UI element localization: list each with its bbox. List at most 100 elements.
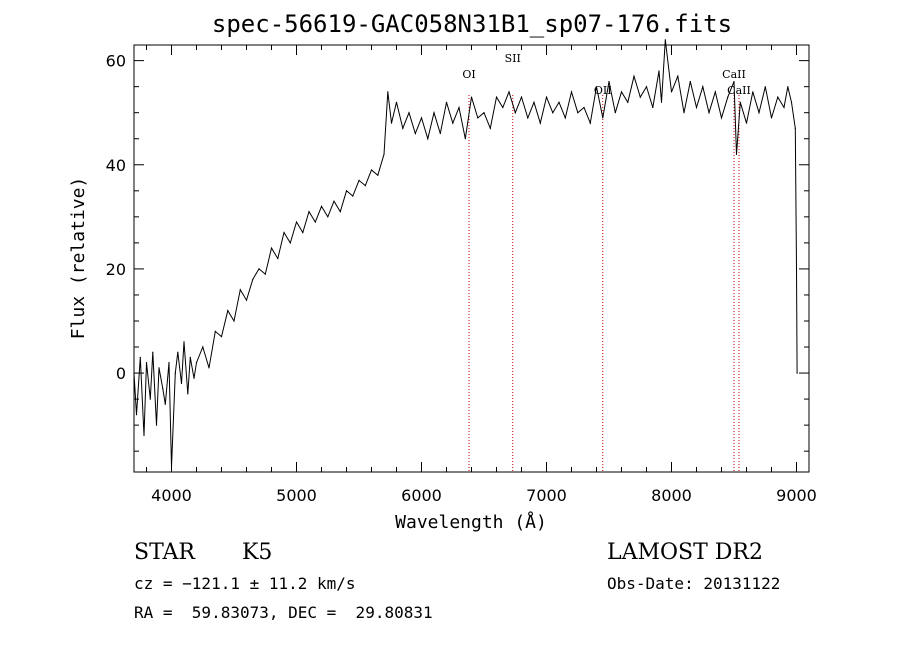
spectrum-point — [539, 122, 541, 124]
spectrum-point — [239, 289, 241, 291]
spectrum-point — [302, 231, 304, 234]
spectrum-point — [327, 216, 329, 218]
spectrum-point — [383, 153, 385, 155]
spectrum-point — [143, 434, 145, 437]
line-marker-label-2: OII — [594, 84, 612, 97]
spectrum-point — [735, 153, 738, 155]
spectrum-point — [162, 388, 164, 390]
spectrum-point — [702, 86, 704, 88]
spectrum-point — [677, 75, 679, 77]
spectrum-point — [564, 117, 566, 119]
spectrum-point — [683, 112, 685, 114]
spectrum-point — [145, 362, 148, 364]
spectrum-point — [377, 174, 379, 176]
spectrum-point — [339, 211, 341, 213]
spectrum-point — [720, 117, 723, 119]
spectrum-point — [483, 112, 485, 114]
spectrum-point — [264, 273, 266, 275]
spectrum-point — [645, 86, 648, 88]
spectrum-point — [193, 377, 195, 379]
spectrum-point — [458, 106, 460, 109]
spectrum-point — [727, 96, 729, 98]
spectrum-point — [202, 346, 204, 348]
y-tick-label: 60 — [106, 52, 126, 71]
spectrum-point — [433, 112, 435, 114]
spectrum-point — [633, 75, 635, 77]
spectrum-point — [658, 70, 660, 72]
spectrum-point — [790, 101, 793, 103]
spectrum-point — [787, 86, 789, 88]
spectrum-point — [195, 362, 198, 364]
line-marker-label-0: OI — [462, 68, 475, 81]
spectrum-point — [495, 96, 498, 98]
ra-dec-coordinates: RA = 59.83073, DEC = 29.80831 — [134, 603, 433, 622]
spectrum-point — [533, 101, 535, 103]
spectrum-point — [387, 91, 389, 93]
spectrum-point — [477, 117, 479, 119]
spectrum-point — [174, 372, 176, 374]
spectrum-point — [745, 122, 748, 124]
annotation-layer: OI SII OII CaII CaII — [462, 52, 751, 472]
spectrum-point — [752, 91, 754, 93]
spectrum-point — [358, 179, 360, 181]
spectrum-point — [345, 190, 348, 192]
spectrum-point — [270, 247, 273, 249]
spectrum-point — [470, 96, 473, 98]
object-subclass: K5 — [242, 540, 273, 565]
spectrum-point — [502, 106, 504, 109]
x-tick-label: 7000 — [526, 486, 567, 505]
spectrum-point — [177, 351, 179, 353]
y-tick-label: 0 — [116, 364, 126, 383]
x-tick-label: 6000 — [401, 486, 442, 505]
spectrum-point — [289, 242, 291, 244]
x-tick-label: 5000 — [276, 486, 317, 505]
x-tick-label: 4000 — [151, 486, 192, 505]
spectrum-point — [583, 106, 585, 109]
spectrum-point — [370, 169, 373, 171]
y-axis-label: Flux (relative) — [68, 177, 89, 340]
spectrum-point — [295, 221, 298, 223]
spectrum-point — [187, 393, 189, 395]
line-marker-label-1: SII — [505, 52, 521, 65]
spectrum-point — [189, 356, 191, 358]
spectrum-point — [408, 112, 410, 114]
spectrum-point — [258, 268, 260, 270]
spectrum-point — [245, 299, 248, 301]
spectrum-point — [427, 138, 429, 140]
spectrum-point — [314, 221, 316, 223]
spectrum-point — [158, 367, 160, 369]
spectrum-point — [155, 424, 158, 426]
spectrum-point — [180, 382, 183, 385]
spectrum-point — [670, 91, 673, 93]
spectrum-point — [308, 211, 310, 213]
survey-name: LAMOST DR2 — [607, 540, 763, 565]
spectrum-point — [395, 101, 398, 103]
spectrum-point — [320, 205, 323, 207]
spectrum-point — [577, 112, 579, 114]
spectrum-point — [352, 195, 354, 197]
spectrum-point — [795, 268, 798, 270]
x-tick-label: 9000 — [776, 486, 817, 505]
spectrum-point — [220, 336, 223, 338]
spectrum-point — [152, 351, 154, 353]
spectrum-point — [652, 106, 654, 109]
spectrum-point — [364, 185, 366, 187]
y-tick-label: 40 — [106, 156, 126, 175]
spectrum-point — [414, 132, 416, 135]
spectrum-point — [252, 278, 254, 280]
spectrum-point — [627, 101, 629, 103]
spectrum-point — [233, 320, 235, 322]
spectrum-point — [439, 132, 441, 135]
spectrum-point — [660, 101, 663, 103]
line-marker-label-3: CaII — [722, 68, 746, 81]
spectrum-point — [445, 101, 448, 103]
x-tick-label: 8000 — [651, 486, 692, 505]
spectrum-point — [333, 200, 335, 202]
object-class: STAR — [134, 540, 195, 565]
spectrum-point — [168, 362, 170, 364]
spectrum-point — [777, 96, 779, 98]
spectrum-point — [758, 112, 760, 114]
spectrum-point — [149, 398, 151, 400]
spectrum-point — [227, 310, 229, 312]
